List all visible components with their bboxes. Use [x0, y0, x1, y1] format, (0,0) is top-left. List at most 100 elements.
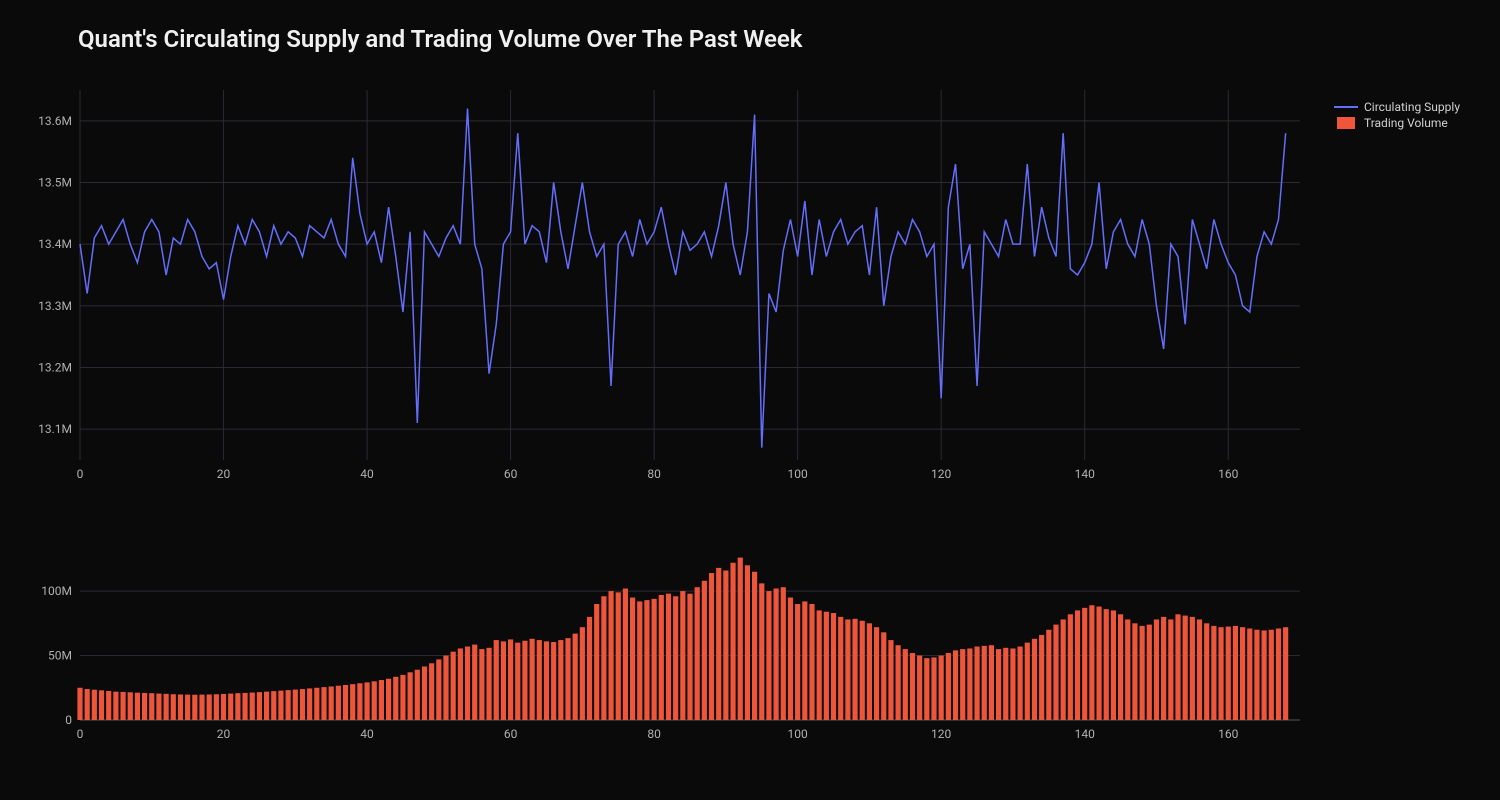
legend-item-volume[interactable]: Trading Volume [1334, 116, 1460, 130]
volume-bar [221, 694, 226, 720]
svg-text:60: 60 [504, 727, 518, 741]
svg-text:160: 160 [1218, 467, 1238, 481]
volume-bar [1003, 648, 1008, 720]
volume-bar [515, 643, 520, 720]
volume-bar [630, 598, 635, 720]
volume-bar [953, 650, 958, 720]
volume-bar [286, 690, 291, 720]
volume-bar [171, 694, 176, 720]
volume-bar [386, 679, 391, 720]
volume-bar [759, 583, 764, 720]
volume-bar [1233, 626, 1238, 720]
volume-bar [1154, 619, 1159, 720]
volume-bar [465, 647, 470, 720]
volume-bar [1226, 627, 1231, 720]
svg-text:13.1M: 13.1M [38, 422, 72, 436]
volume-bar [271, 691, 276, 720]
volume-bar [1046, 630, 1051, 720]
volume-bar [235, 693, 240, 720]
volume-bar [278, 691, 283, 720]
volume-bar [192, 695, 197, 720]
volume-bar [537, 640, 542, 720]
volume-bar [824, 612, 829, 720]
svg-text:13.4M: 13.4M [38, 237, 72, 251]
volume-bar [207, 694, 212, 720]
volume-bar [781, 587, 786, 720]
volume-bar [1190, 617, 1195, 720]
volume-bar [860, 621, 865, 720]
volume-bar [738, 558, 743, 720]
volume-bar [1068, 614, 1073, 720]
volume-bar [1211, 626, 1216, 720]
volume-bar [680, 591, 685, 720]
volume-bar [924, 658, 929, 720]
volume-bar [881, 632, 886, 720]
volume-bar [214, 694, 219, 720]
volume-bar [1018, 647, 1023, 720]
legend-item-supply[interactable]: Circulating Supply [1334, 100, 1460, 114]
svg-text:160: 160 [1218, 727, 1238, 741]
volume-bar [544, 641, 549, 720]
volume-bar [644, 600, 649, 720]
volume-bar [128, 692, 133, 720]
volume-bar [594, 604, 599, 720]
volume-bar [1204, 623, 1209, 720]
volume-bar [92, 690, 97, 720]
volume-bar [745, 565, 750, 720]
volume-bar [149, 693, 154, 720]
volume-bar [896, 645, 901, 720]
volume-bar [1140, 626, 1145, 720]
svg-text:40: 40 [360, 467, 374, 481]
volume-bar [1183, 616, 1188, 720]
volume-bar [716, 568, 721, 720]
volume-bar [666, 594, 671, 720]
volume-bar [1111, 610, 1116, 720]
volume-bar [659, 595, 664, 720]
volume-bar [960, 649, 965, 720]
svg-text:100M: 100M [41, 584, 72, 598]
volume-bar [1089, 605, 1094, 720]
volume-bar [350, 684, 355, 720]
volume-bar [250, 693, 255, 720]
volume-bar [228, 694, 233, 720]
volume-bar [1218, 627, 1223, 720]
volume-bar [1025, 643, 1030, 720]
volume-bar [329, 686, 334, 720]
volume-bar [372, 681, 377, 720]
volume-bar [164, 694, 169, 720]
volume-bar [1240, 627, 1245, 720]
legend-supply-label: Circulating Supply [1364, 100, 1460, 114]
svg-text:13.2M: 13.2M [38, 361, 72, 375]
svg-text:80: 80 [647, 727, 661, 741]
volume-bar [1082, 608, 1087, 720]
volume-bar [946, 653, 951, 720]
volume-bar [1125, 619, 1130, 720]
volume-bar [1262, 630, 1267, 720]
volume-bar [479, 649, 484, 720]
volume-bar [974, 647, 979, 720]
volume-bar [415, 670, 420, 720]
volume-bar [142, 693, 147, 720]
svg-text:20: 20 [217, 727, 231, 741]
volume-bar [300, 689, 305, 720]
volume-bar [113, 692, 118, 720]
volume-bar [910, 653, 915, 720]
volume-bar [135, 693, 140, 720]
svg-text:50M: 50M [48, 649, 72, 663]
volume-bar [709, 573, 714, 720]
volume-bar [558, 640, 563, 720]
volume-bar [802, 601, 807, 720]
volume-bar [795, 604, 800, 720]
volume-bar [982, 646, 987, 720]
volume-bar [357, 683, 362, 720]
svg-text:13.3M: 13.3M [38, 299, 72, 313]
volume-bar [673, 596, 678, 720]
volume-bar [996, 649, 1001, 720]
volume-bar [601, 596, 606, 720]
volume-bar [486, 648, 491, 720]
volume-bar [831, 613, 836, 720]
volume-bar [652, 599, 657, 720]
volume-bar [931, 657, 936, 720]
volume-bar [1104, 609, 1109, 720]
volume-bar [766, 591, 771, 720]
